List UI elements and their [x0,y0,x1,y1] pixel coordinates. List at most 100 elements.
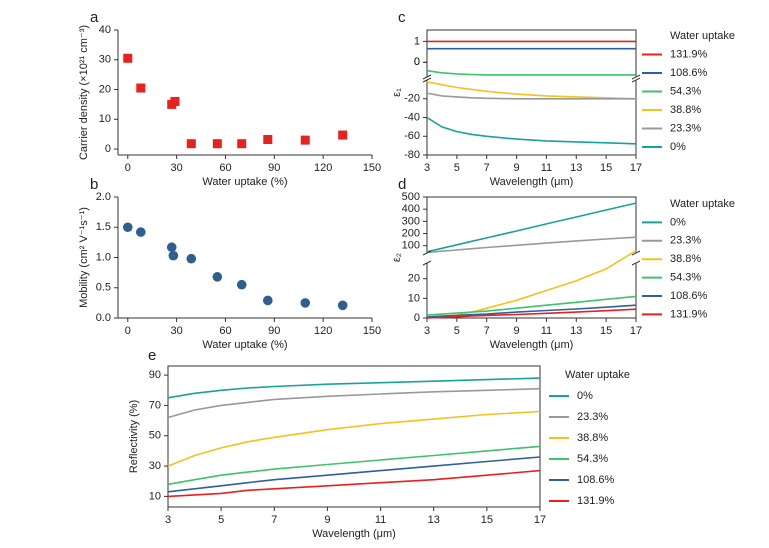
x-tick-label: 90 [268,162,280,174]
x-tick-label: 7 [484,162,490,174]
y-tick-label: 40 [99,24,111,36]
axis-break-mark [422,250,432,256]
series-line [426,236,637,254]
panel-label: e [148,347,156,364]
y-tick-label: 0 [414,56,420,68]
axis-break-gap [633,253,639,263]
series-line [426,69,636,76]
y-tick-label: 1 [414,35,420,47]
point [136,83,146,93]
y-tick-label: 300 [402,215,420,227]
point [337,300,348,311]
series-line [426,81,637,100]
point [186,139,196,149]
y-tick-label: 70 [149,399,161,411]
x-tick-label: 11 [375,514,386,526]
legend-label: 38.8% [670,104,701,116]
panel-label: b [90,176,98,193]
legend-label: 38.8% [577,432,608,444]
point [170,96,180,106]
x-tick-label: 17 [630,325,642,337]
x-tick-label: 9 [324,514,330,526]
x-tick-label: 150 [363,325,381,337]
point [123,53,133,63]
series-line [167,469,541,498]
y-tick-label: 20 [408,273,420,285]
series-line [167,456,541,493]
axis-break-mark [631,260,641,266]
x-tick-label: 17 [534,514,546,526]
point [237,139,247,149]
x-tick-label: 11 [541,325,552,337]
y-tick-label: 1.5 [96,221,111,233]
x-axis-label: Wavelength (μm) [490,339,574,351]
y-tick-label: 500 [402,191,420,203]
legend-label: 54.3% [577,453,608,465]
legend-label: 131.9% [577,495,615,507]
x-tick-label: 7 [271,514,277,526]
point [263,135,273,145]
axis-break-mark [631,250,641,256]
x-tick-label: 11 [541,162,552,174]
panel-label: d [398,176,406,193]
x-tick-label: 3 [424,162,430,174]
series-line [167,410,541,467]
y-axis-label: ε₁ [391,88,403,97]
x-tick-label: 90 [268,325,280,337]
x-tick-label: 5 [454,325,460,337]
y-tick-label: 50 [149,430,161,442]
y-tick-label: 200 [402,227,420,239]
x-tick-label: 0 [125,162,131,174]
series-line [426,308,637,319]
y-tick-label: 10 [149,490,161,502]
y-tick-label: 1.0 [96,251,111,263]
x-tick-label: 5 [218,514,224,526]
x-axis-label: Water uptake (%) [202,176,287,188]
point [186,253,197,264]
y-tick-label: 0 [105,143,111,155]
legend-label: 0% [577,390,593,402]
legend-label: 54.3% [670,85,701,97]
x-tick-label: 120 [314,162,332,174]
x-tick-label: 9 [514,162,520,174]
y-tick-label: 0.5 [96,282,111,294]
x-tick-label: 15 [600,162,612,174]
legend-label: 23.3% [577,411,608,423]
x-tick-label: 13 [428,514,440,526]
x-tick-label: 30 [170,162,182,174]
x-tick-label: 15 [481,514,493,526]
y-tick-label: 90 [149,369,161,381]
y-tick-label: 20 [99,83,111,95]
series-line [426,116,637,145]
axis-break-mark [422,74,432,80]
y-tick-label: -80 [404,149,420,161]
axis-break-gap [424,77,430,80]
y-tick-label: 10 [99,113,111,125]
x-tick-label: 5 [454,162,460,174]
y-tick-label: 30 [99,54,111,66]
y-axis-label: ε₂ [391,253,403,262]
x-tick-label: 15 [600,325,612,337]
legend-title: Water uptake [670,198,735,210]
legend-label: 108.6% [577,474,615,486]
x-tick-label: 150 [363,162,381,174]
axis-break-mark [422,77,432,83]
y-axis-label: Mobility (cm² V⁻¹s⁻¹) [78,207,90,308]
series-line [167,445,541,486]
y-tick-label: 10 [408,292,420,304]
y-tick-label: -40 [404,111,420,123]
x-tick-label: 9 [514,325,520,337]
axis-break-mark [631,77,641,83]
legend-label: 108.6% [670,290,708,302]
y-axis-label: Reflectivity (%) [128,400,140,473]
x-tick-label: 13 [570,325,582,337]
point [300,298,311,308]
x-axis-label: Wavelength (μm) [490,176,574,188]
x-tick-label: 30 [170,325,182,337]
point [166,242,177,253]
legend-label: 38.8% [670,253,701,265]
legend-label: 0% [670,216,686,228]
x-tick-label: 0 [125,325,131,337]
legend-label: 23.3% [670,235,701,247]
